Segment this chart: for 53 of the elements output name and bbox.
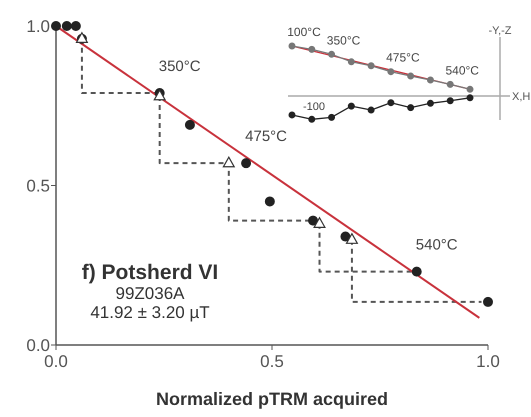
point — [426, 76, 434, 84]
point — [288, 111, 296, 118]
point — [184, 120, 195, 130]
text: f) Potsherd VI — [82, 261, 218, 284]
x-tick-label: 0.0 — [44, 352, 68, 371]
point — [308, 116, 316, 123]
point — [348, 102, 355, 110]
point — [241, 158, 252, 168]
point — [426, 100, 434, 107]
annotation: -100 — [302, 101, 326, 113]
point — [387, 68, 394, 76]
annotation: 350°C — [326, 33, 361, 48]
point — [264, 196, 275, 206]
point — [328, 114, 336, 121]
point — [407, 72, 414, 80]
x-axis-title: Normalized pTRM acquired — [156, 389, 388, 409]
point — [314, 217, 326, 228]
point — [446, 97, 454, 104]
point — [466, 86, 474, 93]
point — [466, 94, 474, 102]
annotation: 475°C — [386, 50, 420, 65]
y-tick-label: 0.0 — [26, 336, 50, 355]
point — [62, 21, 72, 31]
point — [446, 80, 454, 88]
point — [346, 233, 358, 244]
annotation: 41.92 ± 3.20 µT — [90, 303, 210, 322]
point — [387, 99, 394, 106]
x-axis-title: X,H — [512, 91, 530, 103]
point — [308, 46, 316, 53]
point — [407, 104, 414, 112]
y-tick-label: 1.0 — [26, 16, 50, 36]
x-tick-label: 0.5 — [260, 352, 284, 371]
annotation: 540°C — [445, 63, 480, 78]
y-tick-label: 0.5 — [26, 176, 50, 196]
point — [483, 296, 493, 307]
text: 99Z036A — [116, 284, 186, 303]
point — [154, 90, 166, 100]
annotation: 475°C — [245, 128, 288, 146]
point — [222, 156, 235, 168]
point — [308, 216, 318, 226]
point — [368, 106, 375, 114]
point — [368, 62, 375, 70]
point — [328, 50, 336, 58]
x-tick-label: 1.0 — [476, 352, 500, 371]
point — [412, 266, 422, 277]
point — [70, 21, 81, 31]
y-axis-title: -Y,-Z — [488, 25, 512, 37]
point — [340, 232, 350, 242]
annotation: 100°C — [287, 25, 322, 39]
point — [348, 58, 355, 66]
point — [288, 42, 296, 50]
annotation: 540°C — [416, 236, 458, 254]
annotation: 350°C — [158, 58, 201, 75]
